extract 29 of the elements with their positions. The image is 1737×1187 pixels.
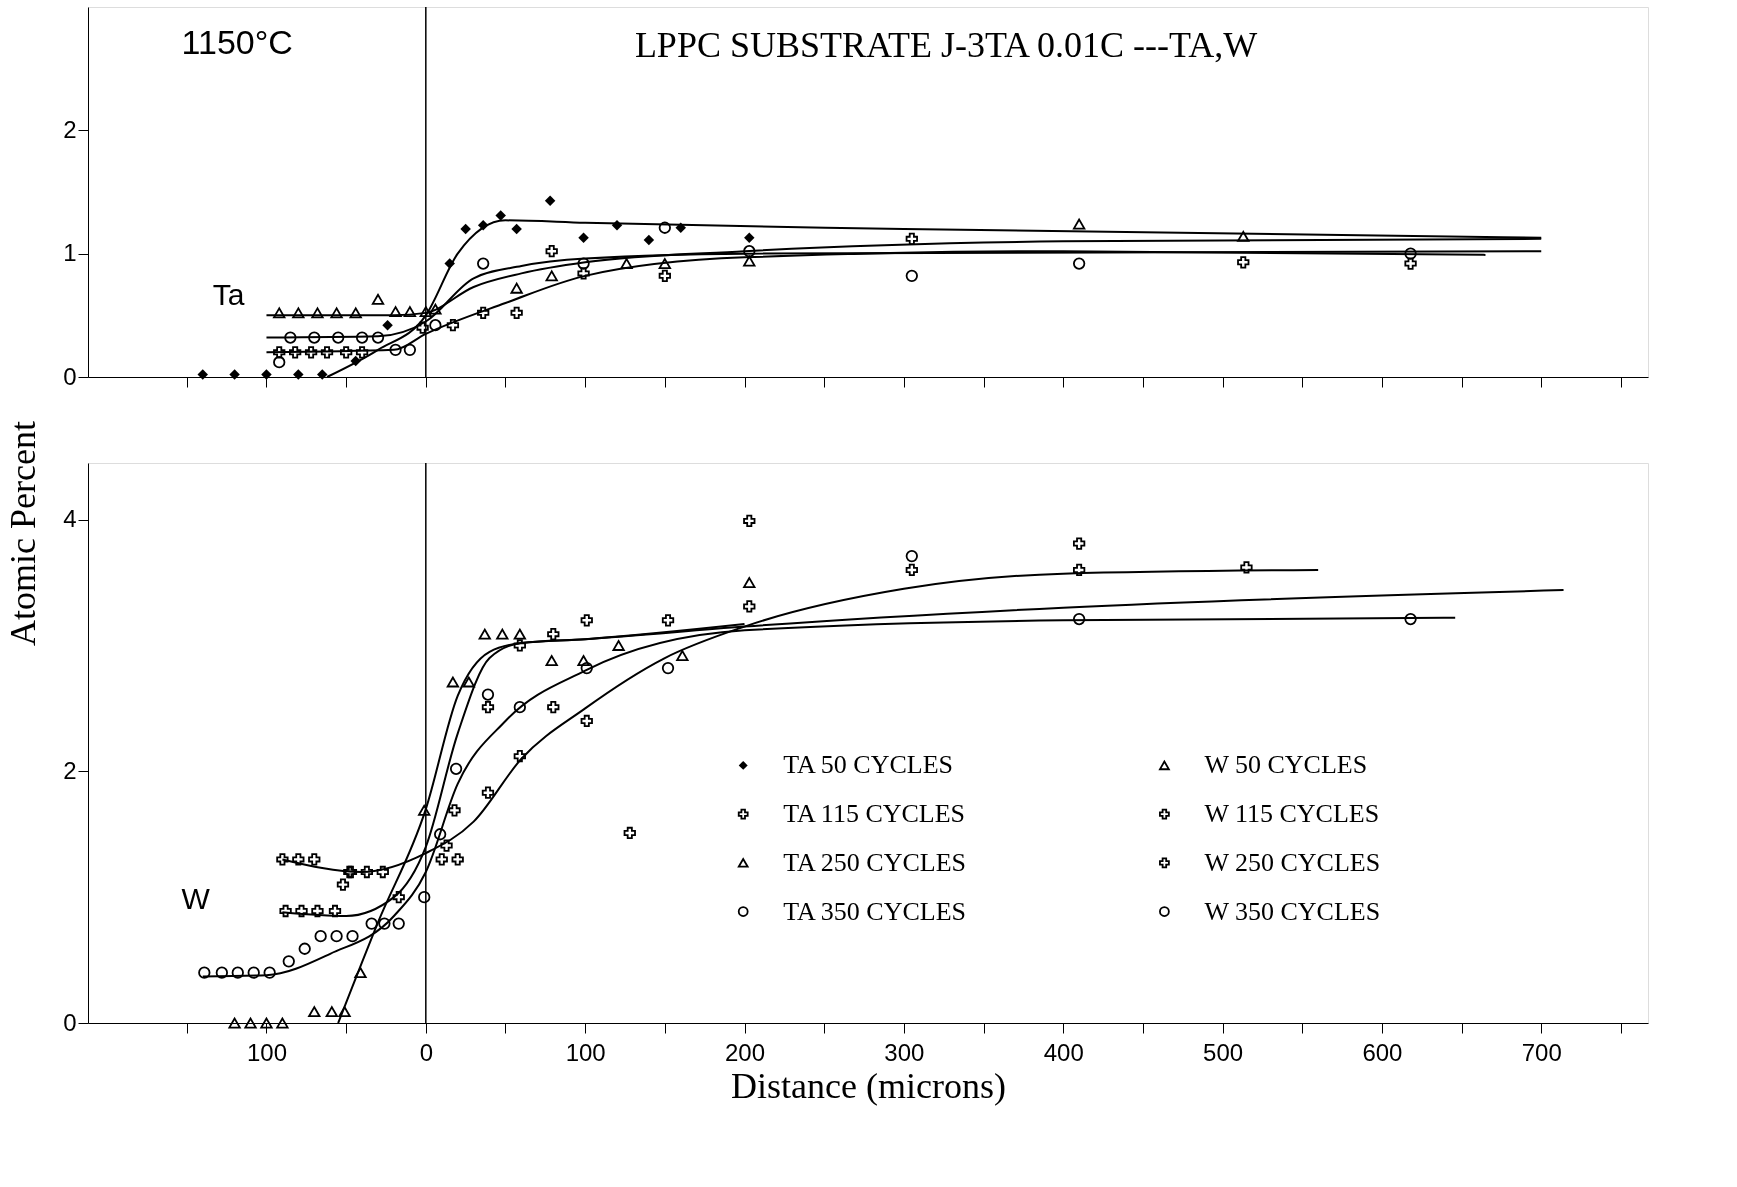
y-tick-label: 2 xyxy=(63,115,77,143)
annotation: Ta xyxy=(212,277,245,311)
x-tick-label: 600 xyxy=(1362,1038,1403,1066)
x-tick-label: 100 xyxy=(246,1038,287,1066)
x-tick-label: 200 xyxy=(724,1038,766,1066)
legend-label: TA 50 CYCLES xyxy=(783,750,954,780)
legend-label: W 250 CYCLES xyxy=(1204,847,1381,877)
x-tick-label: 0 xyxy=(419,1038,433,1066)
legend-label: W 115 CYCLES xyxy=(1204,799,1380,829)
x-tick-label: 400 xyxy=(1043,1038,1084,1066)
y-tick-label: 2 xyxy=(63,756,77,784)
y-axis-title: Atomic Percent xyxy=(3,421,44,646)
legend-label: TA 350 CYCLES xyxy=(783,896,967,926)
x-tick-label: 300 xyxy=(884,1038,925,1066)
legend-label: W 350 CYCLES xyxy=(1204,896,1381,926)
y-tick-label: 0 xyxy=(63,1008,77,1036)
text: LPPC SUBSTRATE J-3TA 0.01C ---TA,W xyxy=(634,25,1258,65)
x-tick-label: 100 xyxy=(565,1038,606,1066)
legend-label: TA 115 CYCLES xyxy=(783,799,966,829)
legend-label: TA 250 CYCLES xyxy=(783,847,967,877)
annotation: 1150°C xyxy=(181,23,293,61)
y-tick-label: 1 xyxy=(63,239,77,267)
y-tick-label: 0 xyxy=(63,362,77,390)
y-tick-label: 4 xyxy=(63,505,77,533)
x-tick-label: 500 xyxy=(1203,1038,1244,1066)
x-tick-label: 700 xyxy=(1521,1038,1562,1066)
legend-label: W 50 CYCLES xyxy=(1204,750,1368,780)
annotation: W xyxy=(181,881,211,915)
x-axis-title: Distance (microns) xyxy=(731,1065,1006,1106)
